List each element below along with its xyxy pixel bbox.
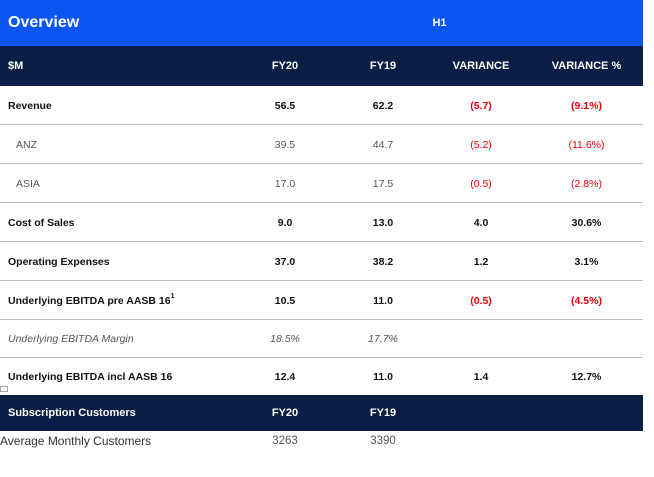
cell-variance-pct: (11.6%) (568, 138, 605, 151)
row-divider (0, 124, 643, 125)
row-label: Average Monthly Customers (0, 434, 152, 448)
row-divider (0, 357, 643, 358)
subscription-header-fy19: FY19 (369, 407, 397, 419)
row-divider (0, 163, 643, 164)
cell-fy19: 3390 (370, 435, 396, 447)
cell-fy19: 38.2 (372, 255, 394, 268)
period-label: H1 (432, 17, 447, 29)
cell-fy20: 10.5 (274, 294, 296, 307)
row-label: ASIA (16, 177, 40, 190)
cell-variance: (0.5) (470, 294, 492, 307)
cell-variance: (5.7) (470, 99, 492, 112)
cell-variance-pct: (2.8%) (571, 177, 602, 190)
cell-fy20: 12.4 (274, 370, 296, 383)
cell-variance-pct: (4.5%) (571, 294, 602, 307)
cell-fy20: 9.0 (277, 216, 293, 229)
cell-variance-pct: 12.7% (571, 370, 602, 383)
cell-variance: (5.2) (470, 138, 492, 151)
cell-fy20: 37.0 (274, 255, 296, 268)
subscription-label: Subscription Customers (8, 407, 136, 419)
row-label-text: Underlying EBITDA pre AASB 16 (8, 294, 171, 307)
row-label: Underlying EBITDA Margin (8, 333, 134, 345)
row-label: Revenue (8, 99, 52, 112)
cell-fy20: 17.0 (274, 177, 296, 190)
cell-fy19: 17.5 (372, 177, 394, 190)
column-header-row: $M FY20 FY19 VARIANCE VARIANCE % (0, 46, 643, 86)
row-label: Underlying EBITDA incl AASB 16 (8, 370, 173, 383)
cell-variance-pct: (9.1%) (571, 99, 602, 112)
table-row-asia: ASIA 17.0 17.5 (0.5) (2.8%) (0, 164, 643, 203)
title-bar: Overview H1 (0, 0, 643, 46)
cell-fy20: 39.5 (274, 138, 296, 151)
cell-fy19: 62.2 (372, 99, 394, 112)
table-row-anz: ANZ 39.5 44.7 (5.2) (11.6%) (0, 125, 643, 164)
table-row-cost-of-sales: Cost of Sales 9.0 13.0 4.0 30.6% (0, 203, 643, 242)
resize-handle[interactable] (0, 386, 8, 392)
cell-fy20: 3263 (272, 435, 298, 447)
cell-fy19: 11.0 (373, 370, 393, 383)
cell-variance-pct: 30.6% (571, 216, 602, 229)
column-header-units: $M (8, 60, 24, 72)
cell-fy20: 18.5% (270, 333, 300, 345)
column-header-variance: VARIANCE (452, 60, 510, 72)
table-row-ebitda-incl-aasb16: Underlying EBITDA incl AASB 16 12.4 11.0… (0, 358, 643, 395)
cell-fy20: 56.5 (274, 99, 296, 112)
row-label: Cost of Sales (8, 216, 75, 229)
table-title: Overview (8, 14, 80, 31)
cell-variance-pct (530, 320, 643, 358)
row-label: Operating Expenses (8, 255, 110, 268)
cell-variance (432, 320, 530, 358)
row-divider (0, 280, 643, 281)
cell-variance: 1.2 (473, 255, 489, 268)
column-header-fy19: FY19 (369, 60, 397, 72)
table-row-revenue: Revenue 56.5 62.2 (5.7) (9.1%) (0, 86, 643, 125)
cell-fy19: 11.0 (373, 294, 393, 307)
cell-fy19: 13.0 (372, 216, 394, 229)
row-divider (0, 202, 643, 203)
cell-variance: 4.0 (473, 216, 489, 229)
cell-variance: 1.4 (473, 370, 489, 383)
column-header-variance-pct: VARIANCE % (551, 60, 622, 72)
table-row-ebitda-pre-aasb16: Underlying EBITDA pre AASB 16 1 10.5 11.0… (0, 281, 643, 320)
column-header-fy20: FY20 (271, 60, 299, 72)
subscription-header-row: Subscription Customers FY20 FY19 (0, 395, 643, 431)
subscription-header-fy20: FY20 (271, 407, 299, 419)
row-label: Underlying EBITDA pre AASB 16 1 (8, 292, 175, 307)
cell-fy19: 44.7 (372, 138, 394, 151)
cell-variance-pct: 3.1% (574, 255, 599, 268)
row-label: ANZ (16, 138, 37, 151)
table-row-ebitda-margin: Underlying EBITDA Margin 18.5% 17.7% (0, 320, 643, 358)
cell-fy19: 17.7% (368, 333, 398, 345)
row-divider (0, 319, 643, 320)
table-row-operating-expenses: Operating Expenses 37.0 38.2 1.2 3.1% (0, 242, 643, 281)
table-row-average-monthly-customers: Average Monthly Customers 3263 3390 (0, 431, 643, 451)
cell-variance: (0.5) (470, 177, 492, 190)
row-divider (0, 241, 643, 242)
